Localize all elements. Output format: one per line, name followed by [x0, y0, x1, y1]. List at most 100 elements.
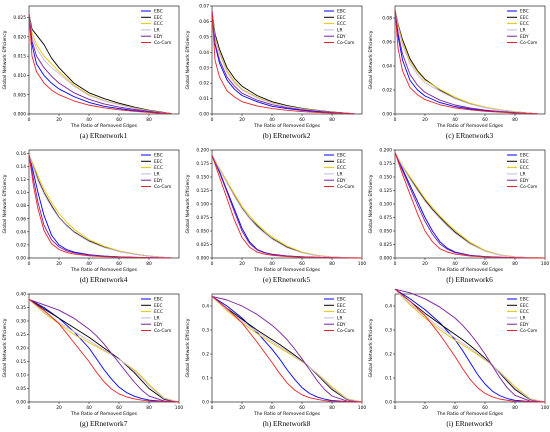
x-tick-label: 80: [512, 405, 518, 411]
legend-label: EDY: [520, 34, 529, 40]
chart-panel-3: 0.00 0.02 0.04 0.06 0.08 0 20 40 60 80 The Ratio o…: [368, 5, 546, 140]
legend-label: LR: [520, 316, 526, 322]
legend-label: EBC: [337, 9, 346, 15]
y-tick-label: 0.02: [382, 88, 392, 94]
x-tick-label: 0: [394, 405, 397, 411]
y-tick-label: 0.06: [382, 40, 392, 46]
chart-panel-2: 0.00 0.01 0.02 0.03 0.04 0.05 0.06 0.07 0 20 40 60 8…: [185, 4, 363, 140]
panel-caption: (c) ERnetwork3: [446, 131, 494, 140]
x-tick-label: 80: [329, 405, 335, 411]
chart-panel-4: 0.00 0.02 0.04 0.06 0.08 0.10 0.12 0.14 0.16 0 20 4…: [2, 149, 180, 284]
series-line-ebc: [394, 288, 546, 403]
legend-label: EEC: [520, 303, 529, 309]
panel-caption: (g) ERnetwork7: [80, 419, 128, 428]
x-tick-label: 80: [146, 405, 152, 411]
chart-panel-8: 0.0 0.1 0.2 0.3 0.4 0 20 40 60 80 100 The Ratio of …: [185, 293, 366, 428]
series-line-co-com: [28, 13, 172, 115]
series-line-edy: [211, 295, 363, 403]
y-tick-label: 0.025: [379, 242, 392, 248]
y-tick-label: 0.000: [13, 112, 26, 118]
y-tick-label: 0.35: [16, 305, 26, 311]
legend-label: LR: [154, 28, 160, 34]
x-tick-label: 0: [28, 261, 31, 267]
legend-label: EEC: [337, 15, 346, 21]
legend-label: EEC: [154, 303, 163, 309]
x-tick-label: 60: [299, 405, 305, 411]
chart-panel-1: 0.000 0.005 0.010 0.015 0.020 0.025 0 20 40 60 80 T…: [2, 5, 180, 140]
series-line-lr: [394, 152, 546, 259]
legend-label: ECC: [337, 21, 346, 27]
x-axis-label: The Ratio of Removed Edges: [70, 411, 138, 417]
y-tick-label: 0.025: [13, 15, 26, 21]
x-axis-label: The Ratio of Removed Edges: [436, 123, 504, 129]
y-tick-label: 0.200: [379, 148, 392, 154]
series-line-co-com: [211, 296, 363, 403]
legend-label: Co-Com: [520, 184, 537, 190]
series-line-co-com: [28, 299, 180, 403]
plot-frame: [211, 293, 363, 403]
y-tick-label: 0.25: [16, 332, 26, 338]
x-tick-label: 80: [512, 261, 518, 267]
y-tick-label: 0.000: [196, 256, 209, 262]
legend-label: ECC: [154, 21, 163, 27]
legend-label: EDY: [337, 34, 346, 40]
legend-label: EBC: [520, 297, 529, 303]
y-tick-label: 0.000: [379, 256, 392, 262]
legend-label: EDY: [520, 322, 529, 328]
y-tick-label: 0.1: [202, 376, 209, 382]
y-axis-label: Global Network Efficiency: [185, 318, 191, 377]
x-tick-label: 0: [394, 261, 397, 267]
x-tick-label: 80: [329, 261, 335, 267]
legend-label: EDY: [520, 178, 529, 184]
legend-label: Co-Com: [337, 40, 354, 46]
y-tick-label: 0.4: [385, 304, 392, 310]
legend-label: EDY: [337, 322, 346, 328]
x-tick-label: 20: [56, 261, 62, 267]
x-axis-label: The Ratio of Removed Edges: [70, 123, 138, 129]
x-tick-label: 60: [299, 117, 305, 123]
y-tick-label: 0.12: [16, 177, 26, 183]
series-line-co-com: [394, 152, 546, 259]
y-tick-label: 0.050: [196, 229, 209, 235]
x-tick-label: 20: [239, 117, 245, 123]
series-line-ebc: [28, 13, 172, 115]
legend-label: LR: [337, 316, 343, 322]
legend-label: EEC: [154, 15, 163, 21]
x-axis-label: The Ratio of Removed Edges: [253, 123, 321, 129]
y-tick-label: 0.075: [379, 215, 392, 221]
y-tick-label: 0.1: [385, 376, 392, 382]
series-line-co-com: [211, 10, 355, 115]
y-tick-label: 0.15: [16, 359, 26, 365]
y-tick-label: 0.175: [379, 161, 392, 167]
legend-label: Co-Com: [520, 40, 537, 46]
x-tick-label: 60: [116, 405, 122, 411]
x-tick-label: 40: [452, 261, 458, 267]
x-tick-label: 60: [116, 261, 122, 267]
panel-caption: (h) ERnetwork8: [263, 419, 311, 428]
panel-caption: (a) ERnetwork1: [80, 131, 128, 140]
series-line-co-com: [394, 288, 546, 403]
y-tick-label: 0.00: [382, 112, 392, 118]
y-tick-label: 0.200: [196, 148, 209, 154]
x-tick-label: 80: [146, 261, 152, 267]
series-line-edy: [394, 9, 538, 115]
legend-label: EEC: [337, 159, 346, 165]
x-tick-label: 0: [211, 117, 214, 123]
series-line-lr: [28, 299, 180, 403]
x-tick-label: 100: [175, 405, 184, 411]
y-tick-label: 0.04: [199, 50, 209, 56]
x-tick-label: 60: [482, 117, 488, 123]
plot-frame: [28, 5, 180, 115]
y-tick-label: 0.10: [16, 190, 26, 196]
x-tick-label: 0: [28, 405, 31, 411]
x-tick-label: 60: [482, 261, 488, 267]
x-tick-label: 0: [211, 405, 214, 411]
legend-label: LR: [154, 172, 160, 178]
series-line-eec: [394, 288, 546, 403]
y-axis-label: Global Network Efficiency: [2, 30, 8, 89]
legend-label: Co-Com: [154, 328, 171, 334]
series-line-ebc: [28, 299, 180, 403]
legend-label: EBC: [520, 153, 529, 159]
x-tick-label: 80: [329, 117, 335, 123]
y-tick-label: 0.05: [199, 34, 209, 40]
